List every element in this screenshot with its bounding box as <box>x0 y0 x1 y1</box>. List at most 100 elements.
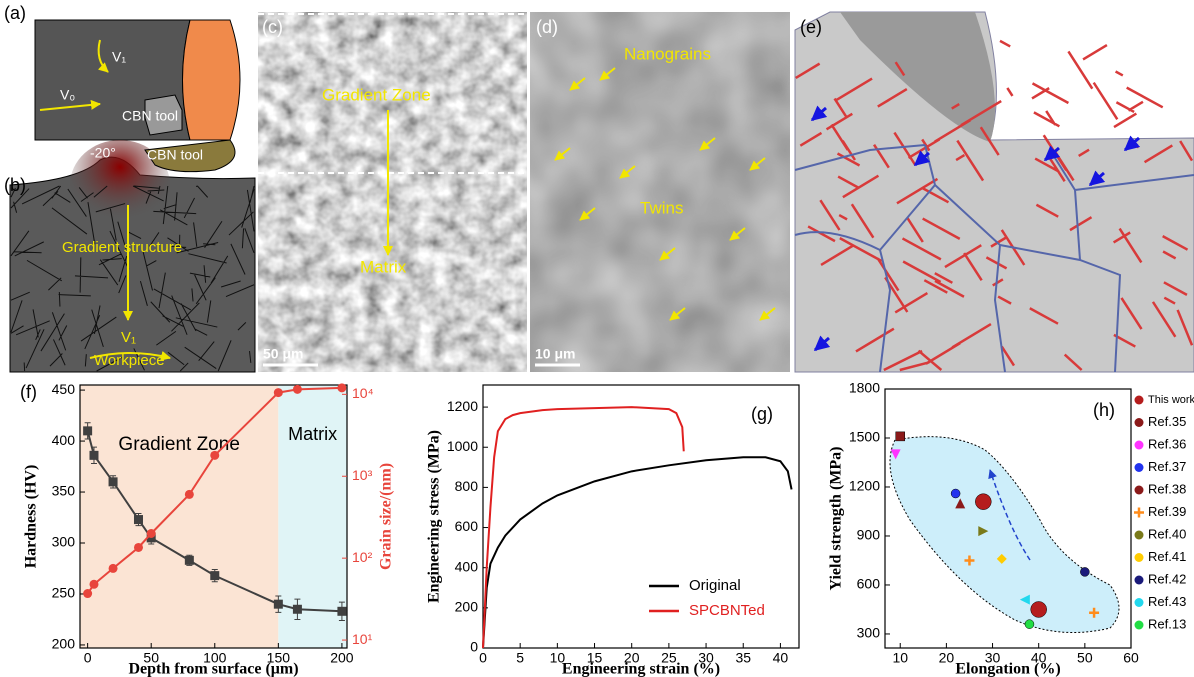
y-tick-label: 600 <box>455 518 479 534</box>
panel-label: (h) <box>1093 400 1115 420</box>
x-tick-label: 5 <box>516 650 524 666</box>
x-tick-label: 50 <box>1077 650 1093 666</box>
legend-label: SPCBNTed <box>689 602 765 619</box>
panel-label: (d) <box>536 17 558 37</box>
y-tick-label: 250 <box>52 585 76 601</box>
y-tick-label: 300 <box>52 534 76 550</box>
marker <box>185 556 194 565</box>
region <box>890 437 1119 633</box>
zone <box>80 385 278 648</box>
zone-label: Matrix <box>288 424 337 444</box>
y-tick-label: 400 <box>52 432 76 448</box>
x-tick-label: 0 <box>84 650 92 666</box>
marker <box>337 607 346 616</box>
x-tick-label: 60 <box>1123 650 1139 666</box>
panel-label: (c) <box>262 17 283 37</box>
annotation: CBN tool <box>147 147 203 163</box>
annotation: CBN tool <box>122 108 178 124</box>
legend-swatch <box>1135 463 1144 472</box>
panel-b: (b) -20° CBN tool Gradient structure V₁ … <box>4 140 255 372</box>
marker <box>89 580 98 589</box>
y-axis-label: Hardness (HV) <box>23 465 40 569</box>
marker <box>1080 567 1089 576</box>
annotation: Twins <box>640 198 683 217</box>
y-tick-label: 1200 <box>849 478 880 494</box>
cylinder-end <box>183 20 241 140</box>
legend-swatch <box>1135 486 1144 495</box>
y-tick-label: 450 <box>52 381 76 397</box>
charts: Gradient ZoneMatrix050100150200200250300… <box>20 380 1194 677</box>
annotation: Gradient Zone <box>322 85 431 104</box>
annotation: V₁ <box>121 329 136 346</box>
zone-label: Gradient Zone <box>118 434 239 455</box>
y-tick-label: 800 <box>455 478 479 494</box>
y-tick-label: 350 <box>52 483 76 499</box>
scale-bar-label: 50 μm <box>263 346 303 362</box>
legend-label: Ref.42 <box>1148 571 1186 586</box>
marker <box>109 564 118 573</box>
marker <box>210 451 219 460</box>
x-axis-label: Depth from surface (μm) <box>128 661 298 677</box>
marker <box>147 529 156 538</box>
micrograph <box>530 12 790 372</box>
y2-axis-label: Grain size/(nm) <box>378 463 395 570</box>
y-tick-label: 200 <box>455 599 479 615</box>
legend-swatch <box>1135 621 1144 630</box>
x-tick-label: 20 <box>939 650 955 666</box>
y-tick-label: 1500 <box>849 429 880 445</box>
annotation: Workpiece <box>94 352 165 369</box>
panel-d: (d) Nanograins Twins 10 μm <box>530 12 790 372</box>
y2-tick-label: 10³ <box>352 467 373 483</box>
legend-label: Ref.35 <box>1148 414 1186 429</box>
marker <box>1025 620 1034 629</box>
marker <box>1031 601 1047 617</box>
marker <box>83 589 92 598</box>
annotation: V₁ <box>112 49 126 65</box>
legend-label: Ref.37 <box>1148 459 1186 474</box>
x-tick-label: 200 <box>330 650 354 666</box>
panel-label: (f) <box>20 382 37 402</box>
y-tick-label: 400 <box>455 558 479 574</box>
legend-label: Ref.41 <box>1148 549 1186 564</box>
panel-a: (a) V₁ V₀ CBN tool <box>4 3 240 140</box>
annotation: Matrix <box>360 257 407 276</box>
marker <box>185 490 194 499</box>
marker <box>134 515 143 524</box>
y-axis-label: Engineering stress (MPa) <box>426 430 443 603</box>
marker <box>210 571 219 580</box>
micrograph <box>258 12 527 372</box>
panel-label: (a) <box>4 3 26 23</box>
legend-label: Ref.40 <box>1148 526 1186 541</box>
marker <box>83 426 92 435</box>
legend-label: Ref.39 <box>1148 504 1186 519</box>
marker <box>274 600 283 609</box>
y-tick-label: 300 <box>857 625 881 641</box>
legend-label: Original <box>689 577 741 594</box>
legend-swatch <box>1135 531 1144 540</box>
panel-label: (b) <box>4 175 26 195</box>
marker <box>337 383 346 392</box>
y-tick-label: 600 <box>857 576 881 592</box>
marker <box>134 543 143 552</box>
y2-tick-label: 10⁴ <box>352 385 374 401</box>
annotation: -20° <box>90 145 116 161</box>
legend-label: Ref.36 <box>1148 436 1186 451</box>
marker <box>109 477 118 486</box>
marker <box>896 432 905 441</box>
y2-tick-label: 10¹ <box>352 631 373 647</box>
marker <box>975 494 991 510</box>
annotation: Nanograins <box>624 44 711 63</box>
legend-label: Ref.38 <box>1148 481 1186 496</box>
marker <box>951 489 960 498</box>
marker <box>293 385 302 394</box>
legend-swatch <box>1135 418 1144 427</box>
figure: (a) V₁ V₀ CBN tool (b) -20° CBN tool Gra… <box>0 0 1194 677</box>
legend-label: This work <box>1148 394 1194 406</box>
legend-label: Ref.43 <box>1148 594 1186 609</box>
panel-e: (e) <box>793 12 1194 372</box>
y-tick-label: 900 <box>857 527 881 543</box>
legend-swatch <box>1134 508 1144 518</box>
x-axis-label: Engineering strain (%) <box>562 661 720 677</box>
annotation: V₀ <box>60 87 75 103</box>
y-tick-label: 200 <box>52 636 76 652</box>
